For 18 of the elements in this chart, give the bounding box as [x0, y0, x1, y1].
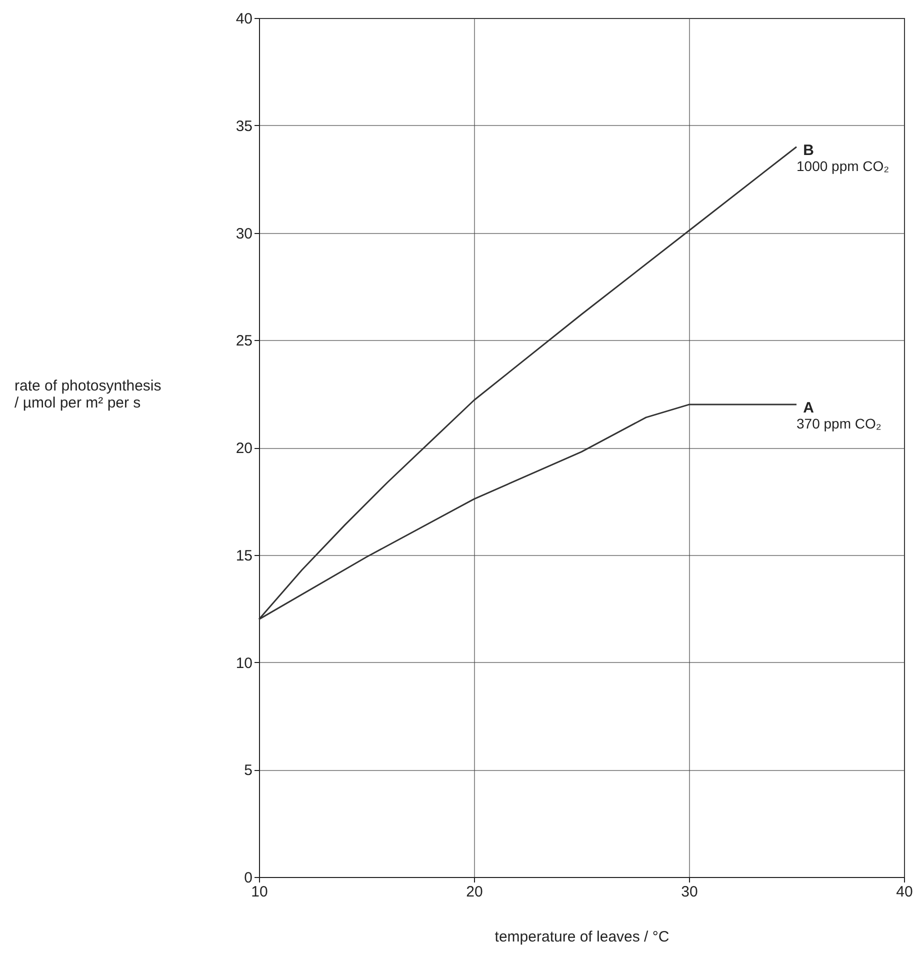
- annotation: A: [803, 400, 814, 417]
- y-tick-label: 30: [236, 225, 252, 242]
- y-axis-title: rate of photosynthesis / µmol per m² per s: [14, 378, 162, 412]
- x-tick-label: 40: [896, 884, 913, 900]
- annotation: B: [803, 142, 814, 159]
- annotation: 370 ppm CO₂: [796, 416, 882, 432]
- x-axis-title: temperature of leaves / °C: [494, 928, 670, 946]
- x-tick-label: 20: [466, 884, 483, 900]
- y-tick-label: 0: [244, 870, 252, 886]
- y-tick-label: 35: [236, 118, 252, 135]
- annotation: 1000 ppm CO₂: [796, 158, 890, 174]
- y-tick-label: 25: [236, 332, 252, 350]
- y-tick-label: 15: [236, 547, 252, 564]
- y-tick-label: 20: [236, 440, 252, 457]
- x-tick-label: 30: [681, 884, 698, 900]
- y-tick-label: 10: [236, 654, 252, 672]
- y-tick-label: 5: [244, 762, 252, 780]
- y-tick-label: 40: [236, 10, 252, 28]
